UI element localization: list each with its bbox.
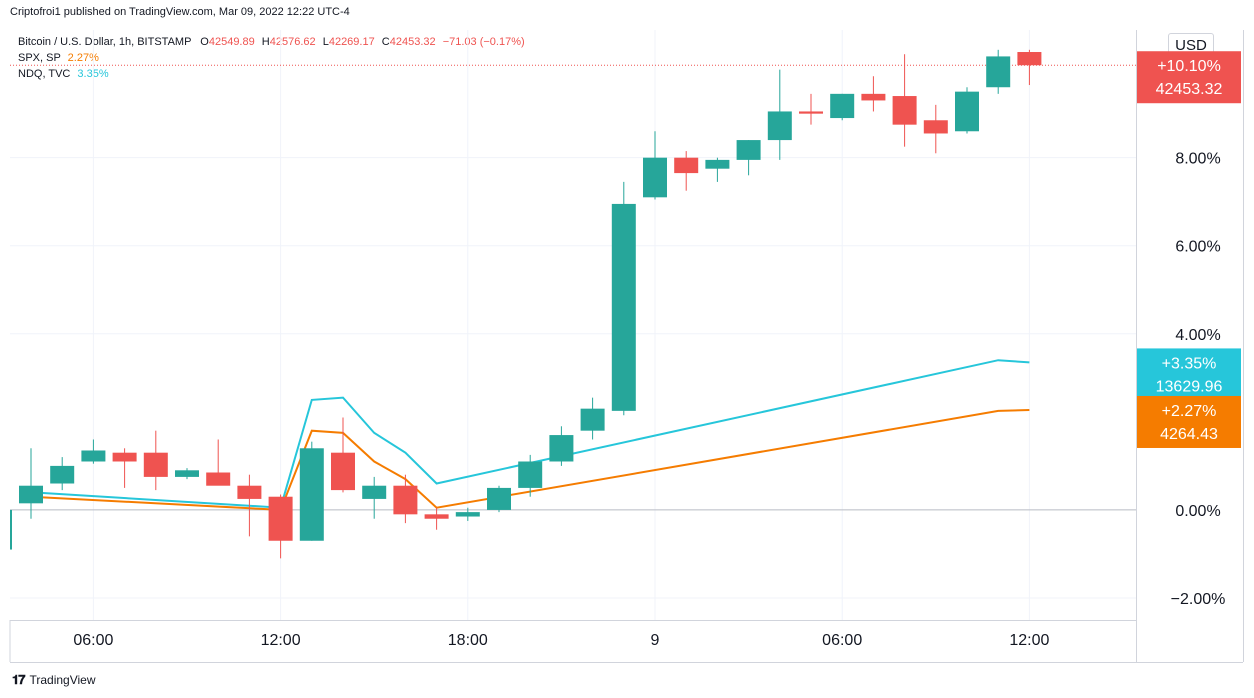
legend-spx-row[interactable]: SPX, SP 2.27% [18,50,525,66]
candle-body [331,452,355,491]
x-tick-label: 18:00 [448,632,488,649]
candle-body [50,465,75,484]
candle-body [736,140,761,160]
candle-body [892,96,917,125]
candle-body [1017,52,1042,66]
legend-low: 42269.17 [328,36,375,48]
comparison-lines [30,359,1030,511]
candle-body [518,461,543,488]
legend-change: −71.03 (−0.17%) [442,36,525,48]
price-badge-price: 13629.96 [1156,378,1223,395]
candle-body [549,435,574,462]
candle-body [112,452,137,462]
time-axis: 06:00 12:00 18:00 9 06:00 12:00 [73,632,1049,649]
series-line [30,409,1030,511]
price-badge-percent: +3.35% [1162,355,1217,372]
price-badge-bg [1137,395,1241,448]
candle-body [923,120,948,134]
legend-ndq-value: 3.35% [77,68,109,80]
y-tick-label: 8.00% [1175,151,1220,168]
candle-body [175,470,199,477]
price-badge: +3.35% 13629.96 [1137,348,1241,401]
price-badge-percent: +2.27% [1162,403,1217,420]
candle-body [955,91,979,132]
candle-body [268,496,293,541]
candle-body [830,93,855,119]
candle-body [299,448,324,541]
price-badge-bg [1137,348,1241,401]
candle-body [81,450,106,462]
x-tick-label: 12:00 [261,632,301,649]
price-badge: +10.10% 42453.32 [1137,51,1241,104]
price-badge-percent: +10.10% [1157,58,1221,75]
candle-body [237,485,262,499]
candle-body [143,452,168,477]
candle-body [487,487,511,510]
legend-ndq-label: NDQ, TVC [18,68,71,80]
candle-body [580,408,605,431]
candle-body [861,93,886,101]
currency-button[interactable]: USD [1168,33,1214,59]
legend-high: 42576.62 [269,36,316,48]
candle-body [393,485,418,515]
zero-line [10,64,1136,511]
tradingview-logo-icon: 𝟏𝟕 [12,672,26,687]
y-tick-label: 4.00% [1175,327,1220,344]
candle-body [767,111,792,141]
price-badge-price: 42453.32 [1156,81,1223,98]
legend-close: 42453.32 [389,36,436,48]
price-axis: 8.00% 6.00% 4.00% 0.00% −2.00% [1171,151,1226,608]
candle-body [455,512,480,517]
price-badges: +10.10% 42453.32 +3.35% 13629.96 +2.27% 4264.… [1137,51,1241,448]
y-tick-label: 6.00% [1175,239,1220,256]
series-line [30,359,1030,509]
footer: 𝟏𝟕 TradingView [12,672,96,688]
x-tick-label: 9 [651,632,660,649]
y-tick-label: −2.00% [1171,591,1226,608]
legend-open: 42549.89 [208,36,255,48]
x-tick-label: 12:00 [1009,632,1049,649]
footer-brand[interactable]: TradingView [29,673,96,687]
chart-frame [9,30,1244,663]
price-badge-price: 4264.43 [1160,426,1218,443]
candle-body [705,159,730,169]
legend-symbol-label: Bitcoin / U.S. Dollar, 1h, BITSTAMP [18,36,192,48]
chart-legend: Bitcoin / U.S. Dollar, 1h, BITSTAMP O425… [18,34,525,82]
candle-body [986,56,1011,88]
candle-body [362,485,387,499]
legend-spx-value: 2.27% [67,52,99,64]
candle-body [799,111,823,114]
candle-body [674,157,699,174]
price-badge: +2.27% 4264.43 [1137,395,1241,448]
x-tick-label: 06:00 [73,632,113,649]
candle-body [611,203,636,411]
candle-body [424,514,449,519]
candlesticks [10,49,1042,559]
x-tick-label: 06:00 [822,632,862,649]
legend-ndq-row[interactable]: NDQ, TVC 3.35% [18,66,525,82]
legend-spx-label: SPX, SP [18,52,61,64]
candle-body [19,485,43,504]
candle-body [643,157,667,198]
chart-grid [10,30,1136,620]
legend-main-row[interactable]: Bitcoin / U.S. Dollar, 1h, BITSTAMP O425… [18,36,525,48]
price-badge-bg [1137,51,1241,104]
candle-body [206,472,231,486]
y-tick-label: 0.00% [1175,503,1220,520]
publisher-caption: Criptofroi1 published on TradingView.com… [10,6,350,18]
